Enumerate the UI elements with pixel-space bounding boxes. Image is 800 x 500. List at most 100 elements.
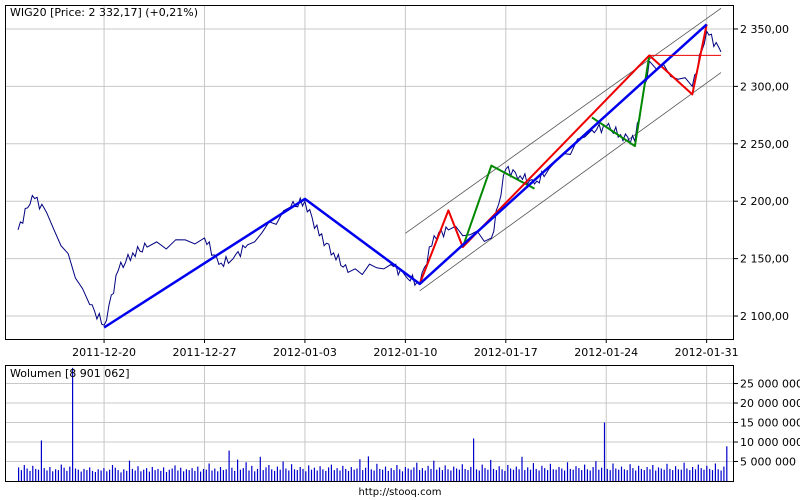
volume-bar: [606, 468, 608, 481]
volume-bar: [117, 470, 119, 481]
volume-bar: [521, 456, 523, 481]
price-ytick-label: 2 250,00: [740, 138, 789, 151]
volume-y-axis: 5 000 000 10 000 000 15 000 000 20 000 000 2…: [733, 378, 800, 469]
volume-bar: [100, 470, 102, 481]
price-xtick-label: 2012-01-31: [675, 346, 739, 359]
volume-bar: [336, 468, 338, 481]
volume-bar: [268, 465, 270, 481]
volume-bar: [393, 470, 395, 481]
volume-bar: [603, 422, 606, 481]
volume-bar: [504, 470, 506, 481]
volume-bar: [274, 470, 276, 481]
volume-bar: [37, 469, 40, 481]
volume-bar: [490, 459, 492, 481]
volume-bar: [547, 470, 549, 481]
volume-bar: [413, 467, 415, 481]
volume-bar: [601, 467, 603, 481]
volume-bar: [717, 469, 719, 481]
volume-bar: [319, 466, 321, 481]
volume-bar: [160, 470, 162, 481]
volume-bar: [60, 464, 62, 481]
volume-bar: [620, 466, 623, 481]
zigzag-major: [103, 23, 708, 329]
volume-bar: [248, 470, 250, 481]
volume-bar: [94, 472, 96, 481]
volume-bar: [629, 464, 631, 481]
volume-bar: [566, 462, 569, 481]
volume-bar: [433, 460, 435, 481]
volume-bar: [618, 469, 620, 481]
volume-bar: [589, 470, 591, 481]
volume-bar: [492, 468, 495, 481]
volume-bar: [171, 468, 173, 481]
volume-bar: [342, 465, 344, 481]
volume-bar: [692, 467, 694, 481]
volume-bar: [581, 470, 583, 481]
volume-bar: [373, 470, 375, 481]
volume-bar: [353, 469, 355, 481]
volume-bar: [549, 463, 551, 481]
volume-bar: [555, 469, 557, 481]
volume-bar: [635, 470, 637, 481]
volume-bar: [655, 470, 657, 481]
source-footer[interactable]: http://stooq.com: [359, 487, 442, 498]
volume-bar: [279, 469, 281, 481]
volume-bar: [114, 467, 116, 481]
volume-bar: [626, 470, 628, 481]
price-ytick-label: 2 300,00: [740, 80, 789, 93]
volume-bar: [188, 470, 190, 481]
volume-bar: [43, 468, 45, 481]
price-xtick-label: 2012-01-17: [474, 346, 538, 359]
price-xtick-label: 2012-01-10: [373, 346, 437, 359]
volume-bar: [541, 465, 543, 481]
volume-bar: [74, 468, 77, 481]
volume-bar: [709, 468, 711, 481]
volume-bar: [134, 470, 136, 481]
volume-bar: [552, 469, 554, 481]
volume-bar: [35, 468, 37, 481]
volume-bar: [262, 470, 264, 481]
volume-bar: [464, 468, 466, 481]
volume-bar: [441, 470, 443, 481]
volume-ytick-label: 20 000 000: [740, 397, 800, 410]
volume-bar: [623, 469, 625, 481]
volume-bar: [157, 468, 159, 481]
volume-ytick-label: 5 000 000: [740, 456, 796, 469]
volume-bar: [365, 467, 367, 481]
volume-bar: [527, 467, 529, 481]
volume-bar: [89, 467, 91, 481]
volume-bar: [703, 469, 705, 481]
volume-bars: [18, 367, 728, 481]
volume-bar: [370, 469, 372, 481]
volume-bar: [347, 470, 350, 481]
volume-bar: [234, 470, 236, 481]
volume-bar: [507, 465, 509, 481]
volume-bar: [660, 468, 662, 481]
volume-bar: [299, 467, 301, 481]
volume-bar: [362, 470, 364, 481]
volume-bar: [103, 468, 105, 481]
volume-bar: [558, 467, 560, 481]
volume-bar: [66, 470, 68, 481]
volume-bar: [367, 456, 369, 481]
volume-bar: [427, 465, 429, 481]
volume-bar: [168, 469, 170, 481]
volume-bar: [202, 468, 205, 481]
volume-bar: [97, 469, 99, 481]
volume-bar: [356, 468, 358, 481]
volume-bar: [55, 469, 57, 481]
volume-bar: [515, 466, 517, 481]
volume-bar: [694, 469, 697, 481]
volume-bar: [544, 468, 546, 481]
volume-bar: [308, 465, 310, 481]
volume-bar: [174, 465, 176, 481]
volume-bar: [379, 468, 381, 481]
volume-bar: [475, 469, 478, 481]
volume-bar: [726, 446, 728, 481]
price-xtick-label: 2011-12-20: [72, 346, 136, 359]
price-xtick-label: 2011-12-27: [173, 346, 237, 359]
volume-bar: [495, 470, 497, 481]
volume-ytick-label: 15 000 000: [740, 417, 800, 430]
volume-bar: [120, 472, 122, 481]
